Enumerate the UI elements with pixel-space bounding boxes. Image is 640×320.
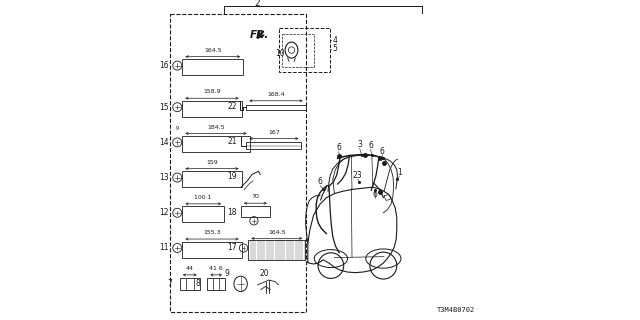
Text: 14: 14 [159,138,169,147]
Text: 18: 18 [227,208,237,217]
Text: 155.3: 155.3 [203,230,221,235]
Text: 10: 10 [275,49,285,58]
Text: 3: 3 [357,140,362,149]
Text: 9: 9 [176,126,179,131]
Bar [241,206,270,217]
Bar [182,101,242,117]
Bar [246,105,306,110]
Text: 2: 2 [255,0,260,8]
Text: 21: 21 [227,137,237,146]
Text: T3M4B0702: T3M4B0702 [437,307,475,313]
Bar [170,14,306,312]
Text: 6: 6 [317,177,323,186]
Text: 159: 159 [206,160,218,165]
Text: 6: 6 [372,190,378,199]
Text: 8: 8 [196,279,200,288]
Text: 6: 6 [368,141,373,150]
Text: FR.: FR. [250,30,269,40]
Text: 23: 23 [353,171,363,180]
Bar [279,28,330,72]
Bar [182,136,250,152]
Text: 6: 6 [380,147,385,156]
Text: 184.5: 184.5 [207,124,225,130]
Text: 20: 20 [259,269,269,278]
Text: 11: 11 [159,244,169,252]
Text: 16: 16 [159,61,169,70]
Text: 164.5: 164.5 [268,229,285,235]
Bar [182,171,242,187]
Text: 17: 17 [227,244,237,252]
Text: 15: 15 [159,103,169,112]
Text: 1: 1 [397,168,402,177]
Text: 70: 70 [252,194,259,199]
Text: 19: 19 [227,172,237,181]
Bar [182,242,242,258]
Bar [207,278,225,290]
Text: 44: 44 [186,266,194,271]
Text: 164.5: 164.5 [204,48,221,53]
Text: 158.9: 158.9 [203,89,221,94]
Bar [180,278,200,290]
Bar [282,34,314,67]
Text: 167: 167 [268,130,280,135]
Bar [248,240,305,260]
Text: 13: 13 [159,173,169,182]
Bar [182,59,243,75]
Text: 7: 7 [167,279,172,288]
Text: 4: 4 [333,36,338,45]
Bar [246,142,301,149]
Text: 41 6: 41 6 [209,266,223,271]
Text: 22: 22 [227,102,237,111]
Text: 5: 5 [333,44,338,53]
Bar [182,206,224,222]
Text: 168.4: 168.4 [267,92,285,97]
Text: 100 1: 100 1 [195,195,212,200]
Text: 12: 12 [159,208,169,217]
Text: 9: 9 [225,269,230,278]
Text: 6: 6 [336,143,341,152]
